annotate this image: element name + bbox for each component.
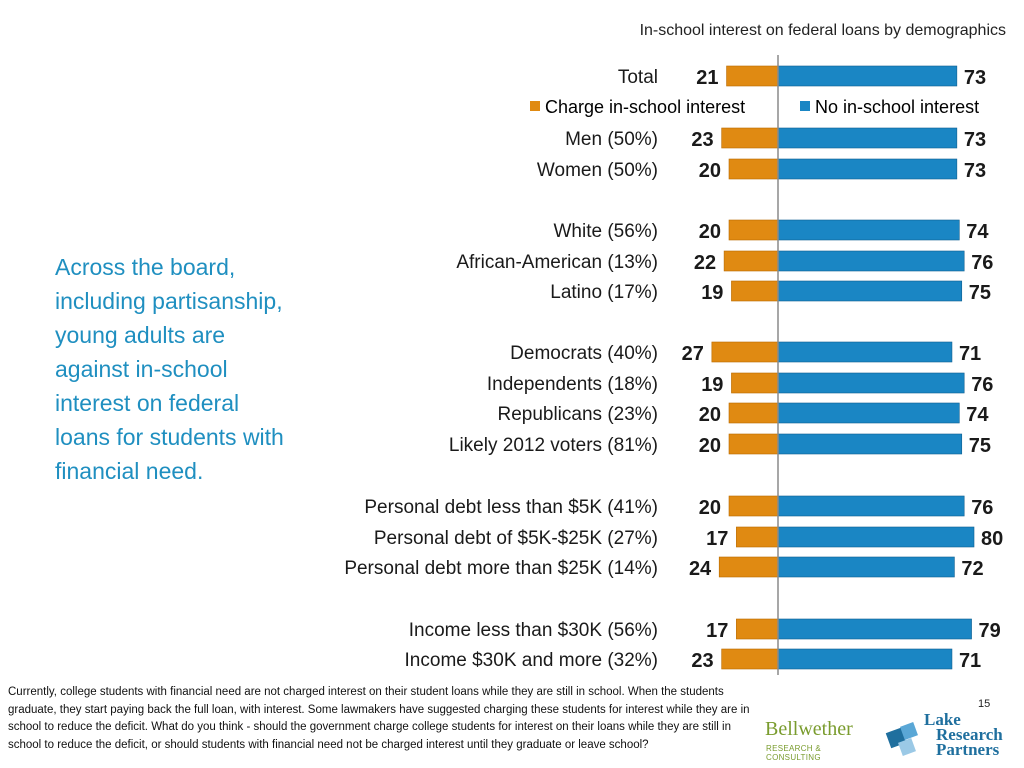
- bar-no-charge-14: [777, 648, 953, 670]
- value-label-no-charge-11: 80: [981, 528, 1003, 550]
- bar-charge-3: [728, 219, 779, 241]
- bar-charge-8: [728, 402, 779, 424]
- value-label-charge-7: 19: [701, 374, 723, 396]
- value-label-charge-6: 27: [682, 343, 704, 365]
- bar-no-charge-6: [777, 341, 953, 363]
- bar-charge-11: [736, 526, 779, 548]
- category-label-4: African-American (13%): [456, 252, 658, 273]
- bellwether-logo-name: Bellwether: [765, 718, 853, 740]
- value-label-no-charge-3: 74: [966, 221, 989, 243]
- bar-no-charge-5: [777, 280, 963, 302]
- category-label-13: Income less than $30K (56%): [409, 620, 658, 641]
- bar-no-charge-1: [777, 127, 958, 149]
- bar-charge-0: [726, 65, 779, 87]
- value-label-no-charge-2: 73: [964, 160, 986, 182]
- value-label-charge-12: 24: [689, 558, 712, 580]
- diverging-bar-chart: Charge in-school interest No in-school in…: [344, 55, 1003, 675]
- legend-label-charge: Charge in-school interest: [545, 97, 745, 117]
- category-label-0: Total: [618, 67, 658, 88]
- chart-legend: Charge in-school interest No in-school in…: [530, 97, 979, 117]
- value-label-no-charge-8: 74: [966, 404, 989, 426]
- question-footnote: Currently, college students with financi…: [8, 686, 750, 751]
- bar-no-charge-10: [777, 495, 965, 517]
- value-label-charge-4: 22: [694, 252, 716, 274]
- lrp-line-3: Partners: [936, 740, 1000, 759]
- bar-charge-14: [721, 648, 779, 670]
- category-label-2: Women (50%): [537, 160, 658, 181]
- bar-no-charge-7: [777, 372, 965, 394]
- category-label-7: Independents (18%): [487, 374, 658, 395]
- bar-no-charge-11: [777, 526, 975, 548]
- bar-charge-13: [736, 618, 779, 640]
- value-label-charge-3: 20: [699, 221, 721, 243]
- bars-group: Total 21 73 Men (50%) 23 73 Women (50%) 20 73 Whi…: [344, 65, 1003, 672]
- category-label-5: Latino (17%): [550, 282, 658, 303]
- category-label-11: Personal debt of $5K-$25K (27%): [374, 528, 658, 549]
- category-label-9: Likely 2012 voters (81%): [449, 435, 658, 456]
- lake-research-logo-text: Lake Research Partners: [924, 710, 1003, 759]
- value-label-charge-14: 23: [691, 650, 713, 672]
- legend-label-no-charge: No in-school interest: [815, 97, 979, 117]
- category-label-6: Democrats (40%): [510, 343, 658, 364]
- bellwether-logo: Bellwether RESEARCH & CONSULTING: [765, 718, 875, 762]
- value-label-no-charge-7: 76: [971, 374, 993, 396]
- bar-charge-10: [728, 495, 779, 517]
- category-label-3: White (56%): [553, 221, 658, 242]
- value-label-no-charge-6: 71: [959, 343, 981, 365]
- bellwether-logo-sub: RESEARCH & CONSULTING: [766, 744, 822, 762]
- value-label-charge-1: 23: [691, 129, 713, 151]
- bar-charge-4: [723, 250, 779, 272]
- value-label-no-charge-10: 76: [971, 497, 993, 519]
- value-label-charge-13: 17: [706, 620, 728, 642]
- legend-swatch-charge: [530, 101, 540, 111]
- value-label-charge-5: 19: [701, 282, 723, 304]
- category-label-12: Personal debt more than $25K (14%): [344, 558, 658, 579]
- chart-title: In-school interest on federal loans by d…: [639, 22, 1006, 39]
- bar-no-charge-13: [777, 618, 972, 640]
- lrp-line-2: Research: [936, 725, 1003, 744]
- value-label-no-charge-4: 76: [971, 252, 993, 274]
- lrp-line-1: Lake: [924, 710, 961, 729]
- category-label-14: Income $30K and more (32%): [405, 650, 658, 671]
- value-label-charge-9: 20: [699, 435, 721, 457]
- bar-no-charge-0: [777, 65, 958, 87]
- bar-charge-1: [721, 127, 779, 149]
- value-label-charge-11: 17: [706, 528, 728, 550]
- bar-charge-2: [728, 158, 779, 180]
- category-label-10: Personal debt less than $5K (41%): [364, 497, 658, 518]
- side-commentary: Across the board, including partisanship…: [55, 254, 284, 484]
- bar-charge-12: [718, 556, 779, 578]
- legend-swatch-no-charge: [800, 101, 810, 111]
- value-label-no-charge-14: 71: [959, 650, 981, 672]
- value-label-no-charge-9: 75: [969, 435, 991, 457]
- page-number: 15: [978, 698, 991, 710]
- bar-no-charge-3: [777, 219, 960, 241]
- bar-no-charge-2: [777, 158, 958, 180]
- value-label-no-charge-1: 73: [964, 129, 986, 151]
- bar-charge-7: [731, 372, 779, 394]
- value-label-no-charge-5: 75: [969, 282, 991, 304]
- bar-no-charge-9: [777, 433, 963, 455]
- bar-no-charge-12: [777, 556, 955, 578]
- bar-no-charge-8: [777, 402, 960, 424]
- bar-no-charge-4: [777, 250, 965, 272]
- lake-research-logo: Lake Research Partners: [884, 710, 1019, 766]
- value-label-charge-2: 20: [699, 160, 721, 182]
- category-label-1: Men (50%): [565, 129, 658, 150]
- value-label-charge-10: 20: [699, 497, 721, 519]
- bar-charge-6: [711, 341, 779, 363]
- value-label-charge-8: 20: [699, 404, 721, 426]
- bar-charge-5: [731, 280, 779, 302]
- category-label-8: Republicans (23%): [497, 404, 658, 425]
- value-label-no-charge-13: 79: [979, 620, 1001, 642]
- bar-charge-9: [728, 433, 779, 455]
- value-label-no-charge-0: 73: [964, 67, 986, 89]
- value-label-no-charge-12: 72: [961, 558, 983, 580]
- puzzle-icon: [885, 722, 918, 756]
- value-label-charge-0: 21: [696, 67, 718, 89]
